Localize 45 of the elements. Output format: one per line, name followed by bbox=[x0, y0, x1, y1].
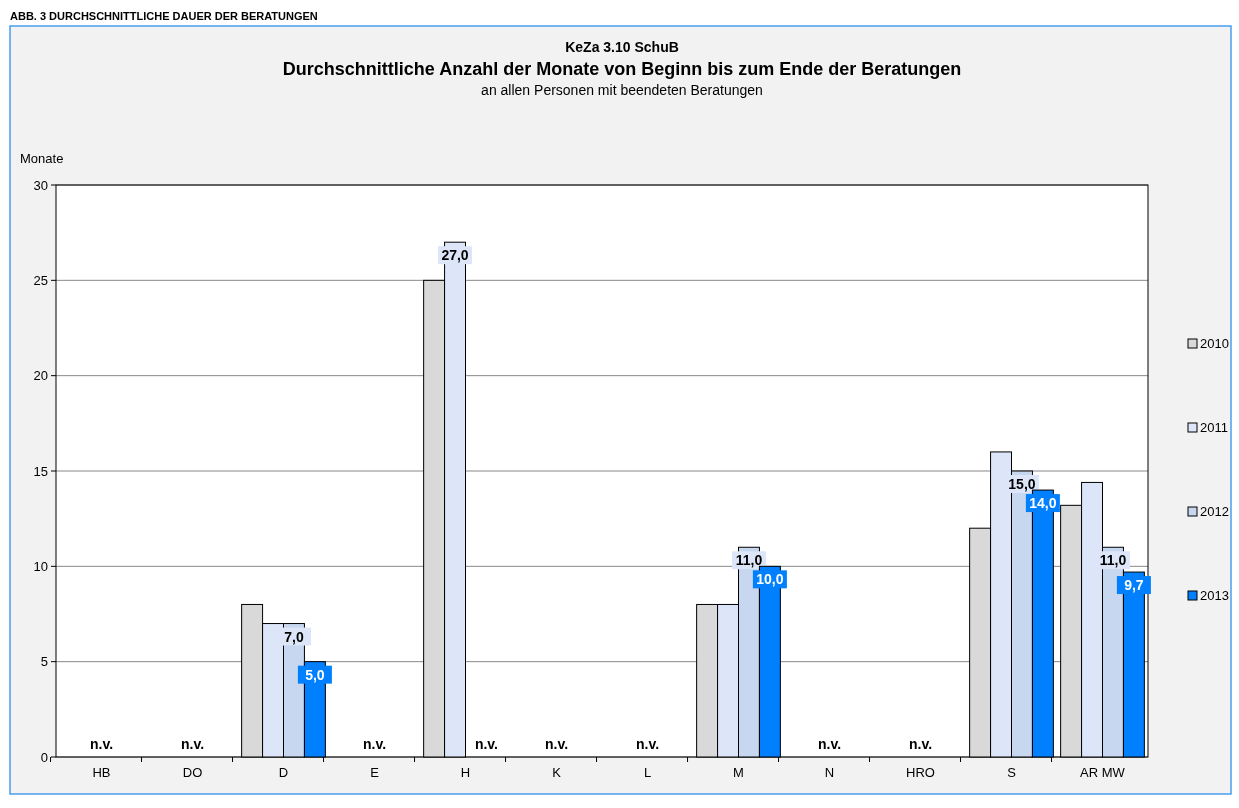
caption: ABB. 3 DURCHSCHNITTLICHE DAUER DER BERATUNGEN bbox=[10, 10, 318, 22]
text: KeZa 3.10 SchuB bbox=[565, 39, 679, 55]
legend-label: 2011 bbox=[1200, 420, 1228, 435]
x-tick-label: E bbox=[370, 765, 380, 780]
annotation: n.v. bbox=[817, 736, 842, 752]
y-tick-label: 0 bbox=[40, 749, 48, 765]
x-tick-label: L bbox=[643, 765, 652, 780]
data-label: 7,0 bbox=[284, 628, 304, 645]
y-tick-label: 15 bbox=[33, 463, 48, 479]
data-label: 5,0 bbox=[305, 666, 325, 683]
annotation: n.v. bbox=[89, 736, 114, 752]
annotation: n.v. bbox=[908, 736, 933, 752]
y-tick-label: 5 bbox=[40, 654, 48, 670]
annotation: n.v. bbox=[180, 736, 205, 752]
x-tick-label: N bbox=[824, 765, 835, 780]
x-tick-label: K bbox=[552, 765, 562, 780]
legend-label: 2013 bbox=[1200, 588, 1229, 603]
x-tick-label: AR MW bbox=[1080, 765, 1126, 780]
legend-label: 2010 bbox=[1200, 336, 1229, 351]
data-label: 11,0 bbox=[735, 552, 763, 569]
legend-label: 2012 bbox=[1200, 504, 1229, 519]
x-tick-label: HRO bbox=[906, 765, 935, 780]
data-label: 9,7 bbox=[1124, 577, 1144, 594]
x-tick-label: DO bbox=[182, 765, 203, 780]
data-label: 14,0 bbox=[1029, 495, 1057, 512]
y-axis-title: Monate bbox=[20, 151, 64, 166]
chart-subtitle: an allen Personen mit beendeten Beratungen bbox=[481, 82, 763, 98]
y-tick-label: 30 bbox=[33, 177, 48, 193]
annotation: n.v. bbox=[362, 736, 387, 752]
annotation: n.v. bbox=[474, 736, 498, 752]
x-tick-label: HB bbox=[92, 765, 111, 780]
annotation: n.v. bbox=[544, 736, 569, 752]
x-tick-label: S bbox=[1007, 765, 1017, 780]
chart-title: Durchschnittliche Anzahl der Monate von Beginn bis zum Ende der Beratungen bbox=[282, 59, 962, 79]
data-label: 11,0 bbox=[1099, 552, 1127, 569]
y-tick-label: 20 bbox=[33, 368, 48, 384]
x-tick-label: H bbox=[460, 765, 471, 780]
data-label: 10,0 bbox=[756, 571, 784, 588]
y-tick-label: 25 bbox=[33, 272, 48, 288]
x-tick-label: D bbox=[278, 765, 289, 780]
data-label: 27,0 bbox=[441, 247, 469, 264]
x-tick-label: M bbox=[733, 765, 744, 780]
y-tick-label: 10 bbox=[33, 558, 48, 574]
annotation: n.v. bbox=[635, 736, 660, 752]
data-label: 15,0 bbox=[1008, 476, 1036, 492]
